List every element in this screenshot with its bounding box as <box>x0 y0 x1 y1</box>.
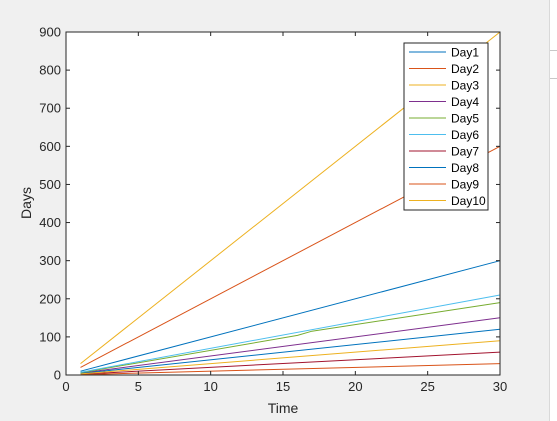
x-tick-label: 30 <box>493 379 507 394</box>
y-tick-label: 500 <box>39 177 61 192</box>
series-line-day4 <box>80 317 501 374</box>
x-tick-label: 10 <box>203 379 217 394</box>
x-tick-label: 5 <box>135 379 142 394</box>
x-tick-label: 25 <box>420 379 434 394</box>
legend-entry-label: Day4 <box>451 95 479 109</box>
series-line-day1 <box>80 260 501 372</box>
x-tick-label: 15 <box>276 379 290 394</box>
legend-entry-label: Day3 <box>451 79 479 93</box>
series-line-day8 <box>80 328 501 374</box>
series-line-day6 <box>80 294 501 373</box>
y-tick-label: 400 <box>39 215 61 230</box>
y-tick-label: 0 <box>54 368 61 383</box>
legend-entry-label: Day8 <box>451 161 479 175</box>
series-line-day9 <box>80 363 501 376</box>
series-line-day5 <box>80 302 501 374</box>
y-tick-label: 700 <box>39 101 61 116</box>
x-tick-label: 0 <box>62 379 69 394</box>
y-tick-label: 300 <box>39 253 61 268</box>
legend-entry-label: Day5 <box>451 112 479 126</box>
series-line-day10 <box>80 340 501 375</box>
legend-entry-label: Day2 <box>451 62 479 76</box>
window-right-edge <box>549 0 557 421</box>
y-tick-label: 100 <box>39 329 61 344</box>
legend-entry-label: Day1 <box>451 46 479 60</box>
x-axis-label: Time <box>268 400 299 416</box>
legend-entry-label: Day6 <box>451 128 479 142</box>
y-tick-label: 900 <box>39 25 61 40</box>
legend-box <box>403 42 489 211</box>
y-tick-label: 200 <box>39 291 61 306</box>
legend[interactable]: Day1 Day2 Day3 Day4 Day5 Day6 Day7 Day8 Day9 Day1… <box>403 42 489 211</box>
x-tick-label: 20 <box>348 379 362 394</box>
legend-entry-label: Day10 <box>451 194 486 208</box>
y-axis: 0 100 200 300 400 500 600 700 800 900 <box>39 25 500 383</box>
x-axis: 0 5 10 15 20 25 30 <box>62 32 507 394</box>
legend-entry-label: Day9 <box>451 178 479 192</box>
y-tick-label: 600 <box>39 139 61 154</box>
legend-entry-label: Day7 <box>451 145 479 159</box>
y-axis-label: Days <box>18 187 34 219</box>
series-line-day7 <box>80 351 501 375</box>
y-tick-label: 800 <box>39 63 61 78</box>
